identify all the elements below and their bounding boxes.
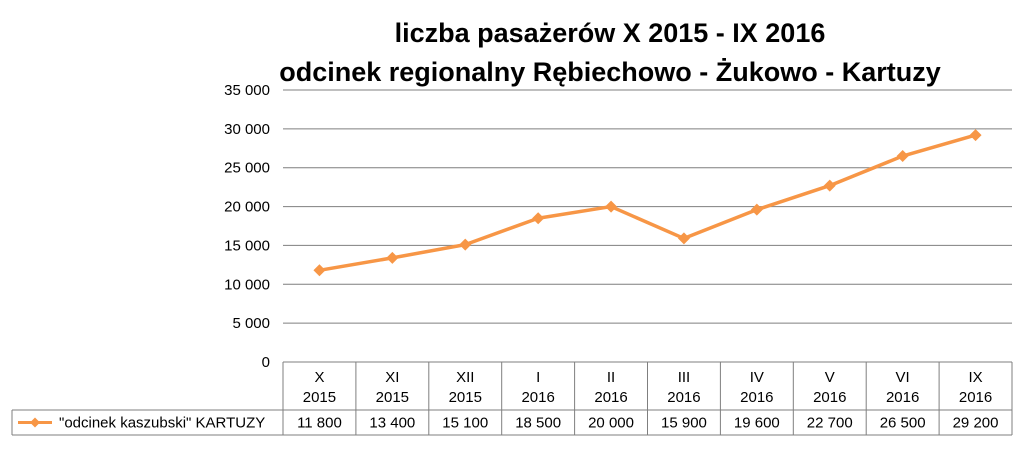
- y-tick-label: 30 000: [224, 121, 270, 138]
- data-point: [969, 129, 982, 142]
- data-table: X 2015 XI 2015 XII 2015 I 2016 II 2016 III 2016 IV 20…: [11, 362, 1013, 436]
- series-line: [319, 133, 977, 273]
- x-tick-label: V: [825, 369, 835, 386]
- x-tick-label: 2016: [740, 389, 773, 406]
- data-point: [605, 200, 618, 213]
- y-tick-label: 5 000: [232, 315, 270, 332]
- x-tick-label: X: [314, 369, 324, 386]
- data-point: [532, 212, 545, 225]
- data-table-value: 15 900: [661, 415, 707, 432]
- data-point: [677, 232, 690, 245]
- x-tick-label: 2015: [376, 389, 409, 406]
- x-tick-label: II: [607, 369, 615, 386]
- data-point: [823, 179, 836, 192]
- x-tick-label: IX: [968, 369, 982, 386]
- y-tick-label: 0: [262, 354, 270, 371]
- y-tick-label: 20 000: [224, 199, 270, 216]
- x-tick-label: VI: [896, 369, 910, 386]
- y-tick-label: 35 000: [224, 82, 270, 99]
- y-axis-tick-labels: 0 5 000 10 000 15 000 20 000 25 000 30 000 35 0…: [224, 82, 270, 371]
- legend-marker: [30, 417, 40, 428]
- data-table-value: 26 500: [880, 415, 926, 432]
- data-table-value: 11 800: [297, 415, 342, 432]
- data-table-value: 18 500: [515, 415, 561, 432]
- x-tick-label: III: [678, 369, 691, 386]
- x-tick-label: 2016: [667, 389, 700, 406]
- data-point: [896, 150, 909, 163]
- data-table-value: 20 000: [588, 415, 634, 432]
- data-table-value: 15 100: [442, 415, 488, 432]
- data-point: [386, 251, 399, 264]
- x-tick-label: 2015: [449, 389, 482, 406]
- series-odcinek-kaszubski: [313, 129, 982, 277]
- x-tick-label: 2016: [521, 389, 554, 406]
- x-tick-label: XI: [385, 369, 399, 386]
- y-tick-label: 10 000: [224, 276, 270, 293]
- data-table-value: 22 700: [807, 415, 853, 432]
- chart-subtitle: odcinek regionalny Rębiechowo - Żukowo -…: [279, 57, 941, 87]
- x-tick-label: 2016: [813, 389, 846, 406]
- data-point: [313, 264, 326, 277]
- y-tick-label: 15 000: [224, 237, 270, 254]
- data-table-value: 19 600: [734, 415, 780, 432]
- legend-label: "odcinek kaszubski" KARTUZY: [59, 415, 265, 432]
- y-tick-label: 25 000: [224, 160, 270, 177]
- x-tick-label: 2015: [303, 389, 336, 406]
- data-table-value: 29 200: [953, 415, 999, 432]
- data-point: [459, 238, 472, 251]
- x-tick-label: XII: [456, 369, 474, 386]
- x-tick-label: I: [536, 369, 540, 386]
- chart-title: liczba pasażerów X 2015 - IX 2016: [394, 18, 826, 48]
- x-tick-label: IV: [750, 369, 764, 386]
- x-tick-label: 2016: [886, 389, 919, 406]
- data-table-value: 13 400: [369, 415, 415, 432]
- data-point: [750, 203, 763, 216]
- grid-lines: [283, 89, 1012, 363]
- x-tick-label: 2016: [594, 389, 627, 406]
- x-tick-label: 2016: [959, 389, 992, 406]
